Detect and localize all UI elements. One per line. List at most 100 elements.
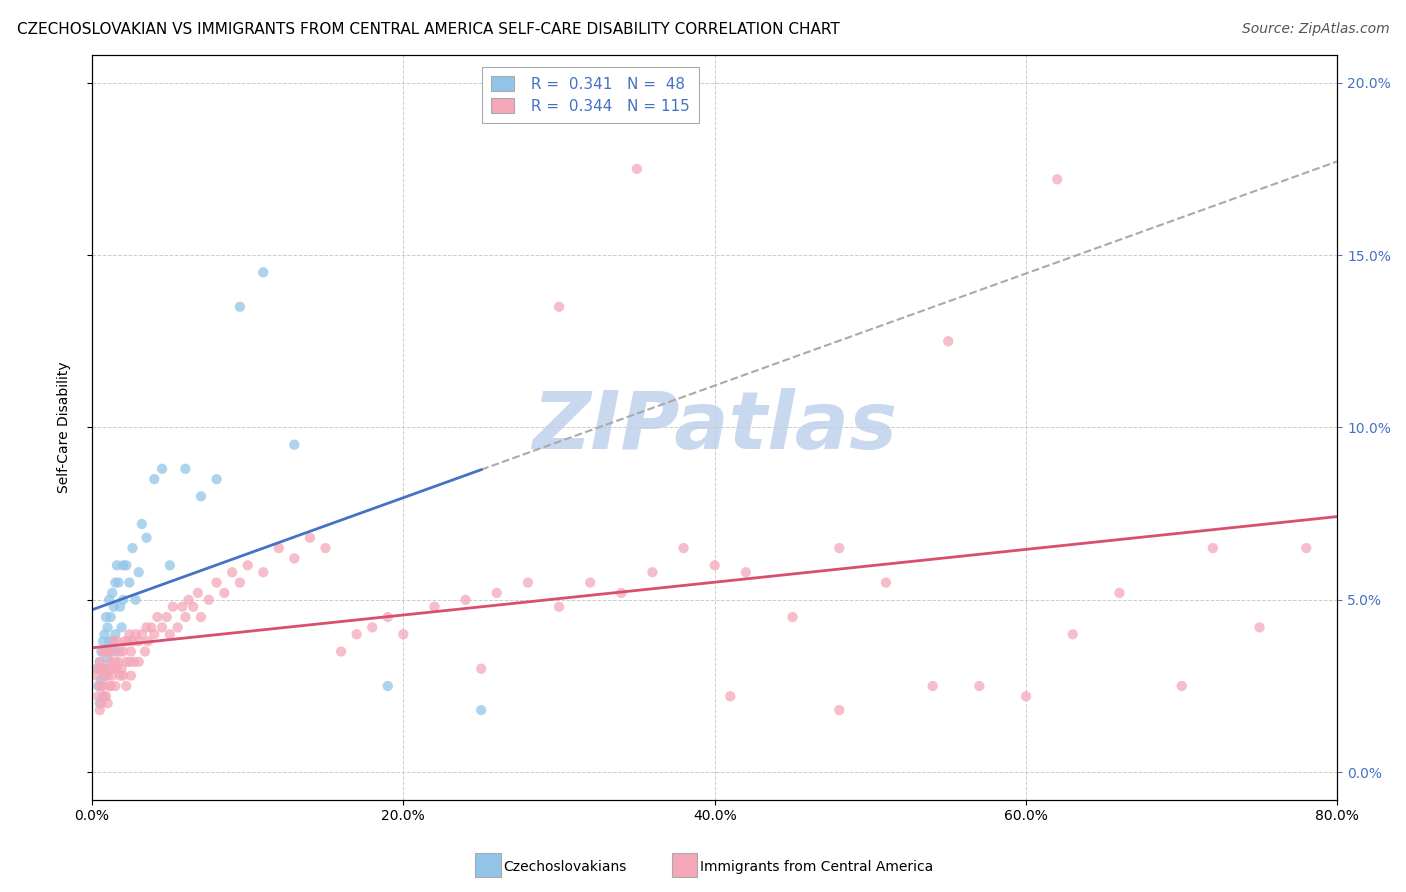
Point bbox=[1202, 541, 1225, 555]
Point bbox=[134, 644, 156, 658]
Point bbox=[89, 679, 111, 693]
Point bbox=[89, 696, 111, 710]
Point bbox=[423, 599, 446, 614]
Point bbox=[86, 668, 108, 682]
Point bbox=[579, 575, 602, 590]
Point bbox=[626, 161, 648, 176]
Point bbox=[1170, 679, 1192, 693]
Point bbox=[115, 679, 138, 693]
Point bbox=[159, 627, 181, 641]
Point bbox=[118, 655, 141, 669]
Point bbox=[90, 672, 112, 686]
Point bbox=[346, 627, 368, 641]
Point bbox=[1295, 541, 1317, 555]
Point bbox=[117, 634, 139, 648]
Text: Source: ZipAtlas.com: Source: ZipAtlas.com bbox=[1241, 22, 1389, 37]
Point bbox=[454, 592, 477, 607]
Point bbox=[548, 599, 571, 614]
Point bbox=[143, 627, 166, 641]
Point bbox=[101, 644, 124, 658]
Point bbox=[1062, 627, 1084, 641]
Point bbox=[89, 703, 111, 717]
Point bbox=[734, 566, 756, 580]
Point bbox=[94, 610, 117, 624]
Point bbox=[112, 558, 135, 573]
Point bbox=[103, 662, 125, 676]
Point bbox=[105, 634, 128, 648]
Point bbox=[110, 620, 132, 634]
Point bbox=[197, 592, 219, 607]
Point bbox=[86, 662, 108, 676]
Point bbox=[110, 662, 132, 676]
Point bbox=[672, 541, 695, 555]
Point bbox=[93, 690, 115, 704]
Y-axis label: Self-Care Disability: Self-Care Disability bbox=[58, 361, 72, 493]
Point bbox=[252, 265, 274, 279]
Point bbox=[105, 558, 128, 573]
Point bbox=[91, 662, 114, 676]
Point bbox=[221, 566, 243, 580]
Point bbox=[89, 655, 111, 669]
Point bbox=[100, 610, 122, 624]
Point bbox=[101, 634, 124, 648]
Point bbox=[91, 634, 114, 648]
Point bbox=[98, 662, 121, 676]
Point bbox=[98, 679, 121, 693]
Point bbox=[267, 541, 290, 555]
Point bbox=[97, 651, 120, 665]
Point bbox=[90, 662, 112, 676]
Point bbox=[828, 541, 851, 555]
Text: Czechoslovakians: Czechoslovakians bbox=[503, 860, 627, 874]
Point bbox=[146, 610, 169, 624]
Point bbox=[172, 599, 194, 614]
Point bbox=[93, 627, 115, 641]
Point bbox=[181, 599, 204, 614]
Point bbox=[516, 575, 538, 590]
Point bbox=[190, 489, 212, 503]
Point bbox=[128, 655, 150, 669]
Point bbox=[121, 634, 143, 648]
Point bbox=[190, 610, 212, 624]
Point bbox=[100, 644, 122, 658]
Point bbox=[90, 679, 112, 693]
Point bbox=[100, 679, 122, 693]
Point bbox=[103, 599, 125, 614]
Bar bbox=[672, 854, 697, 877]
Point bbox=[162, 599, 184, 614]
Point bbox=[485, 586, 508, 600]
Point bbox=[131, 627, 153, 641]
Point bbox=[108, 668, 131, 682]
Point bbox=[115, 558, 138, 573]
Point bbox=[91, 690, 114, 704]
Point bbox=[969, 679, 991, 693]
Point bbox=[828, 703, 851, 717]
Point bbox=[89, 655, 111, 669]
Point bbox=[936, 334, 959, 349]
Point bbox=[118, 575, 141, 590]
Point bbox=[236, 558, 259, 573]
Point bbox=[97, 620, 120, 634]
Point bbox=[214, 586, 236, 600]
Point bbox=[135, 620, 157, 634]
Point bbox=[298, 531, 321, 545]
Point bbox=[120, 668, 142, 682]
Point bbox=[177, 592, 200, 607]
Point bbox=[124, 627, 146, 641]
Point bbox=[921, 679, 943, 693]
Point bbox=[782, 610, 804, 624]
Point bbox=[128, 566, 150, 580]
Point bbox=[1108, 586, 1130, 600]
Point bbox=[641, 566, 664, 580]
Point bbox=[229, 300, 252, 314]
Point bbox=[120, 644, 142, 658]
Point bbox=[187, 586, 209, 600]
Point bbox=[104, 655, 127, 669]
Text: CZECHOSLOVAKIAN VS IMMIGRANTS FROM CENTRAL AMERICA SELF-CARE DISABILITY CORRELAT: CZECHOSLOVAKIAN VS IMMIGRANTS FROM CENTR… bbox=[17, 22, 839, 37]
Point bbox=[377, 610, 399, 624]
Point bbox=[875, 575, 897, 590]
Point bbox=[104, 575, 127, 590]
Point bbox=[103, 634, 125, 648]
Point bbox=[114, 634, 136, 648]
Point bbox=[104, 627, 127, 641]
Point bbox=[122, 655, 145, 669]
